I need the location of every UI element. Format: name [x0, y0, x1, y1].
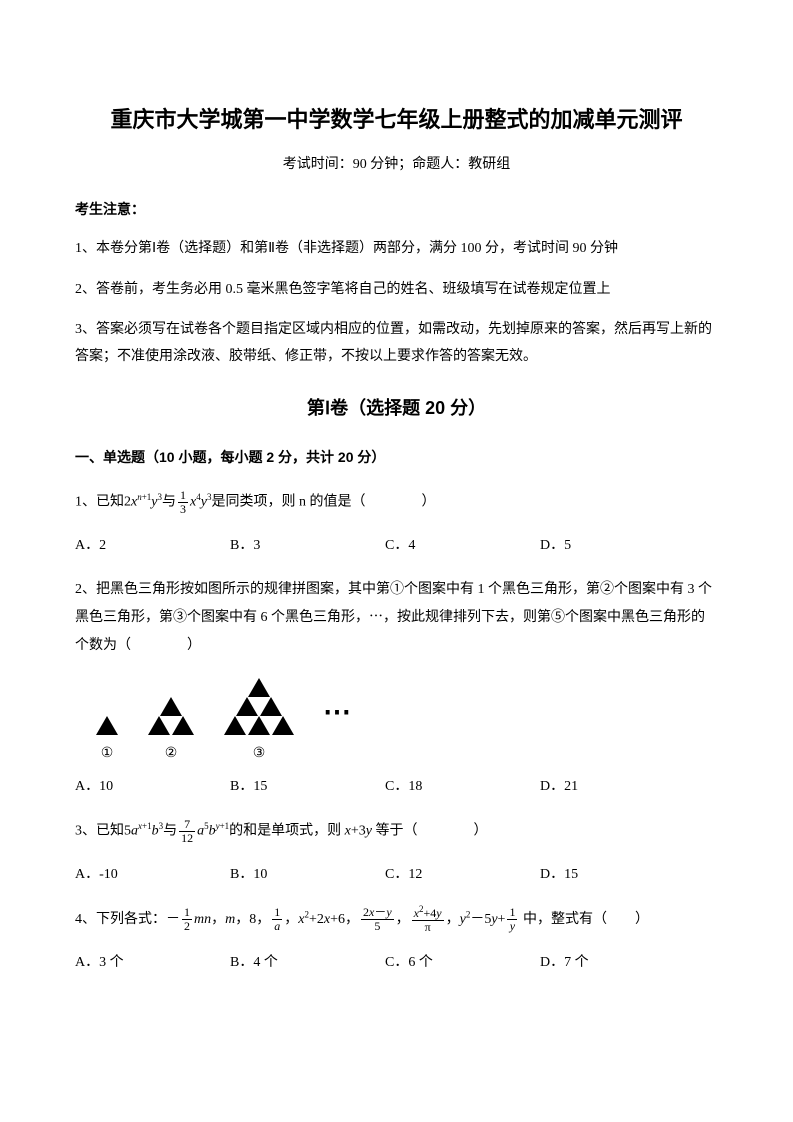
- q4-option-d: D．7 个: [540, 950, 695, 975]
- notice-3: 3、答案必须写在试卷各个题目指定区域内相应的位置，如需改动，先划掉原来的答案，然…: [75, 317, 718, 370]
- triangle-icon: [260, 697, 282, 716]
- q2-option-b: B．15: [230, 774, 385, 799]
- notice-1: 1、本卷分第Ⅰ卷（选择题）和第Ⅱ卷（非选择题）两部分，满分 100 分，考试时间…: [75, 236, 718, 263]
- q3-suffix: 等于（ ）: [376, 824, 488, 839]
- question-3: 3、已知5ax+1b3与712a5by+1的和是单项式，则 x+3y 等于（ ）: [75, 817, 718, 846]
- triangle-icon: [248, 678, 270, 697]
- fig-1-label: ①: [101, 741, 114, 766]
- q4-options: A．3 个 B．4 个 C．6 个 D．7 个: [75, 950, 718, 975]
- triangle-icon: [236, 697, 258, 716]
- q1-option-b: B．3: [230, 533, 385, 558]
- question-1: 1、已知2xn+1y3与13x4y3是同类项，则 n 的值是（ ）: [75, 488, 718, 517]
- q3-option-d: D．15: [540, 862, 695, 887]
- triangle-icon: [160, 697, 182, 716]
- fig-1: ①: [95, 716, 119, 766]
- subsection-1: 一、单选题（10 小题，每小题 2 分，共计 20 分）: [75, 445, 718, 470]
- q1-option-c: C．4: [385, 533, 540, 558]
- q2-figure: ① ② ③ ⋯: [95, 678, 718, 766]
- triangle-icon: [224, 716, 246, 735]
- q2-option-d: D．21: [540, 774, 695, 799]
- q2-option-a: A．10: [75, 774, 230, 799]
- notice-header: 考生注意：: [75, 197, 718, 222]
- q4-prefix: 4、下列各式：: [75, 912, 166, 927]
- fig-2: ②: [147, 697, 195, 766]
- q3-options: A．-10 B．10 C．12 D．15: [75, 862, 718, 887]
- q2-options: A．10 B．15 C．18 D．21: [75, 774, 718, 799]
- q4-suffix: 中，整式有（ ）: [523, 912, 649, 927]
- section-1-header: 第Ⅰ卷（选择题 20 分）: [75, 392, 718, 424]
- question-4: 4、下列各式：－12mn，m，8，1a，x2+2x+6，2x－y5，x2+4yπ…: [75, 905, 718, 934]
- fig-2-label: ②: [165, 741, 178, 766]
- q4-option-b: B．4 个: [230, 950, 385, 975]
- notice-2: 2、答卷前，考生务必用 0.5 毫米黑色签字笔将自己的姓名、班级填写在试卷规定位…: [75, 277, 718, 304]
- triangle-icon: [272, 716, 294, 735]
- q1-option-a: A．2: [75, 533, 230, 558]
- q1-option-d: D．5: [540, 533, 695, 558]
- q3-option-c: C．12: [385, 862, 540, 887]
- q2-option-c: C．18: [385, 774, 540, 799]
- q1-options: A．2 B．3 C．4 D．5: [75, 533, 718, 558]
- triangle-icon: [148, 716, 170, 735]
- exam-title: 重庆市大学城第一中学数学七年级上册整式的加减单元测评: [75, 100, 718, 140]
- q3-option-a: A．-10: [75, 862, 230, 887]
- triangle-icon: [96, 716, 118, 735]
- fig-3: ③: [223, 678, 295, 766]
- q1-prefix: 1、已知: [75, 495, 124, 510]
- q1-mid: 是同类项，则 n 的值是（ ）: [211, 495, 435, 510]
- q3-mid: 的和是单项式，则: [229, 824, 341, 839]
- q4-option-c: C．6 个: [385, 950, 540, 975]
- question-2: 2、把黑色三角形按如图所示的规律拼图案，其中第①个图案中有 1 个黑色三角形，第…: [75, 576, 718, 660]
- q3-option-b: B．10: [230, 862, 385, 887]
- exam-subtitle: 考试时间：90 分钟；命题人：教研组: [75, 152, 718, 177]
- triangle-icon: [172, 716, 194, 735]
- ellipsis-icon: ⋯: [323, 688, 353, 738]
- fig-3-label: ③: [253, 741, 266, 766]
- q4-option-a: A．3 个: [75, 950, 230, 975]
- triangle-icon: [248, 716, 270, 735]
- q3-prefix: 3、已知: [75, 824, 124, 839]
